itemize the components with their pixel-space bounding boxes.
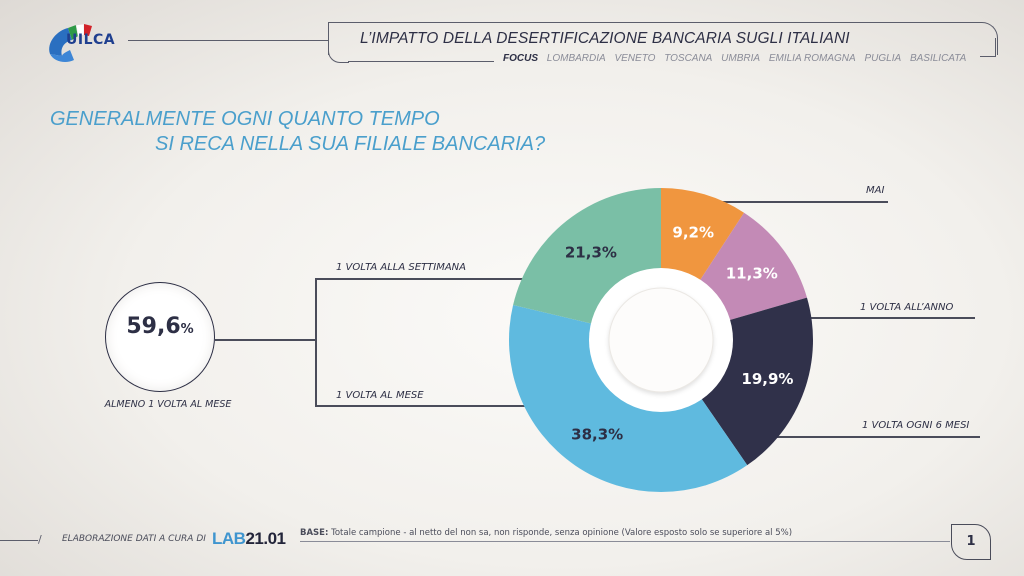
header-frame-bottom (348, 61, 494, 62)
lab-logo-part1: LAB (212, 529, 246, 548)
focus-regions: FOCUS LOMBARDIA VENETO TOSCANA UMBRIA EM… (503, 53, 972, 64)
region-item: UMBRIA (721, 53, 761, 64)
base-label: BASE: (300, 528, 329, 538)
leader-line-six-months (770, 436, 980, 438)
header-frame (328, 22, 998, 55)
value-label: 11,3% (726, 265, 778, 283)
focus-label: FOCUS (503, 53, 538, 64)
value-label: 9,2% (672, 224, 714, 242)
page-title: L’IMPATTO DELLA DESERTIFICAZIONE BANCARI… (360, 30, 850, 47)
region-item: BASILICATA (909, 53, 967, 64)
category-label-six-months: 1 VOLTA OGNI 6 MESI (862, 420, 970, 431)
region-item: EMILIA ROMAGNA (768, 53, 856, 64)
summary-unit: % (180, 322, 194, 337)
leader-line-yearly (810, 317, 975, 319)
header-frame-side (995, 38, 996, 57)
summary-number: 59,6 (126, 314, 181, 339)
category-label-never: MAI (866, 185, 885, 196)
value-label: 21,3% (565, 243, 617, 261)
region-item: TOSCANA (664, 53, 713, 64)
lab-logo: LAB21.01 (212, 529, 286, 549)
category-label-monthly: 1 VOLTA AL MESE (336, 390, 424, 401)
value-label: 38,3% (571, 425, 623, 443)
summary-caption: ALMENO 1 VOLTA AL MESE (104, 399, 232, 410)
footer-elaboration: ELABORAZIONE DATI A CURA DI (62, 534, 206, 544)
region-item: PUGLIA (864, 53, 902, 64)
donut-hole-inner (608, 287, 714, 393)
leader-line-weekly (315, 278, 605, 280)
connector-horizontal (215, 339, 316, 341)
footer-slash: / (38, 533, 42, 546)
question-line-2: SI RECA NELLA SUA FILIALE BANCARIA? (155, 133, 546, 155)
region-item: LOMBARDIA (546, 53, 606, 64)
leader-line-never (700, 201, 888, 203)
leader-line-monthly (315, 405, 585, 407)
category-label-yearly: 1 VOLTA ALL’ANNO (860, 302, 954, 313)
base-text: Totale campione - al netto del non sa, n… (328, 528, 793, 538)
header-frame-tick (980, 56, 996, 57)
footer-base-rule (300, 541, 950, 542)
page-number: 1 (951, 524, 991, 560)
lab-logo-part2: 21.01 (245, 529, 286, 548)
summary-circle (105, 282, 215, 392)
region-item: VENETO (614, 53, 656, 64)
question-line-1: GENERALMENTE OGNI QUANTO TEMPO (50, 108, 440, 130)
footer-rule (0, 540, 38, 541)
uilca-logo (49, 23, 92, 62)
value-label: 19,9% (741, 370, 793, 388)
logo-text: UILCA (66, 32, 116, 48)
connector-vertical (315, 278, 317, 406)
header-rule (128, 40, 328, 41)
category-label-weekly: 1 VOLTA ALLA SETTIMANA (336, 262, 466, 273)
header-frame-corner (328, 40, 349, 63)
base-note: BASE: Totale campione - al netto del non… (300, 528, 792, 538)
summary-value: 59,6% (105, 314, 215, 339)
